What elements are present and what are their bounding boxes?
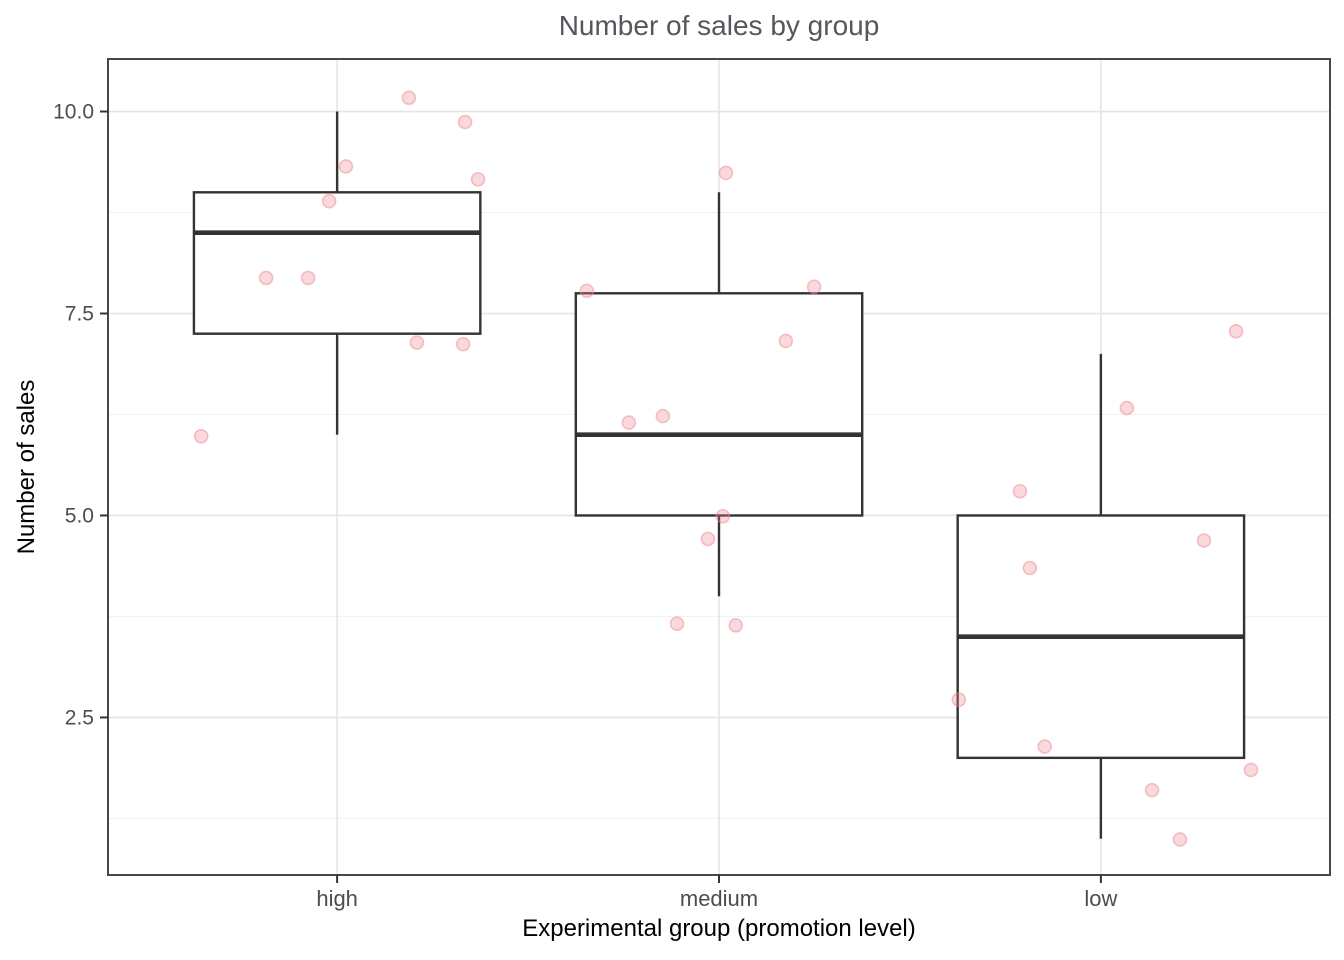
- jitter-point-medium: [579, 283, 595, 299]
- y-tick-label: 10.0: [53, 101, 94, 124]
- x-tick-label: high: [316, 886, 358, 911]
- jitter-point-high: [258, 270, 274, 286]
- jitter-point-medium: [715, 508, 731, 524]
- jitter-point-low: [1012, 483, 1028, 499]
- jitter-point-low: [1144, 782, 1160, 798]
- jitter-point-high: [409, 335, 425, 350]
- jitter-point-low: [1228, 323, 1244, 339]
- jitter-point-high: [470, 172, 486, 187]
- jitter-point-low: [1172, 832, 1188, 847]
- chart-title: Number of sales by group: [558, 10, 880, 41]
- jitter-point-medium: [621, 415, 637, 430]
- jitter-point-low: [1022, 560, 1038, 576]
- jitter-point-high: [321, 193, 337, 209]
- jitter-point-medium: [718, 165, 734, 181]
- jitter-point-medium: [728, 618, 744, 633]
- jitter-point-medium: [806, 279, 822, 295]
- box-high: [192, 191, 482, 335]
- jitter-point-medium: [778, 333, 794, 349]
- jitter-point-medium: [655, 408, 671, 424]
- x-tick-label: medium: [680, 886, 758, 911]
- jitter-point-medium: [669, 616, 685, 632]
- jitter-point-high: [457, 114, 473, 130]
- jitter-point-low: [1196, 533, 1212, 548]
- jitter-point-low: [1037, 739, 1053, 754]
- jitter-point-high: [193, 428, 209, 444]
- box-medium: [574, 292, 864, 517]
- jitter-point-low: [951, 692, 967, 707]
- y-tick-label: 5.0: [65, 504, 94, 527]
- y-tick-label: 7.5: [65, 302, 94, 325]
- jitter-point-high: [300, 270, 316, 286]
- y-tick-label: 2.5: [65, 706, 94, 729]
- x-axis-title: Experimental group (promotion level): [522, 915, 916, 942]
- jitter-point-low: [1119, 400, 1135, 416]
- jitter-point-high: [401, 90, 417, 106]
- jitter-point-high: [338, 159, 354, 174]
- jitter-point-high: [455, 336, 471, 352]
- jitter-point-medium: [700, 531, 716, 547]
- x-tick-label: low: [1084, 886, 1117, 911]
- jitter-point-low: [1243, 762, 1259, 778]
